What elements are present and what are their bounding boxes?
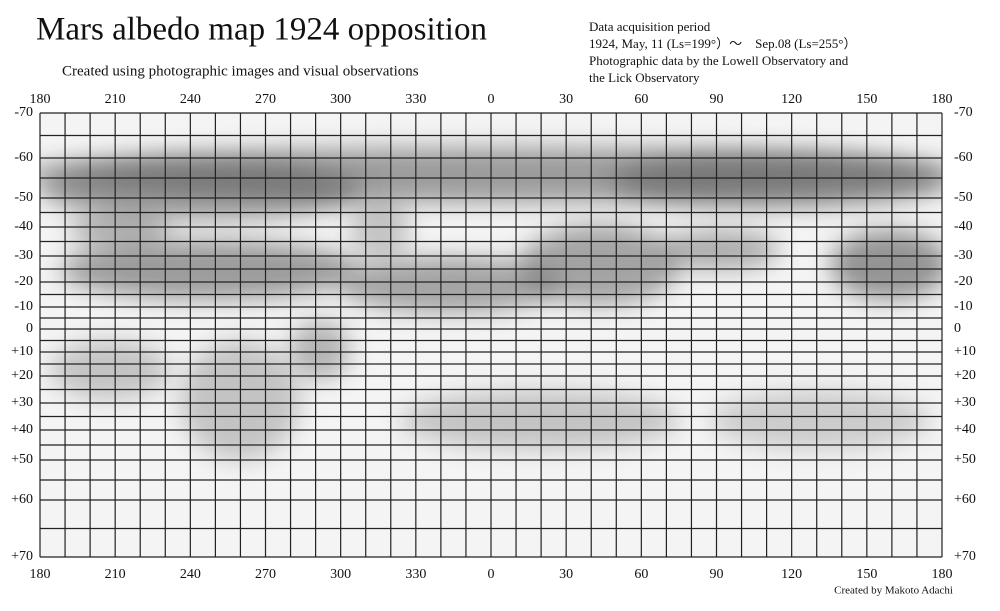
longitude-label: 150 [856, 92, 877, 107]
longitude-label: 300 [330, 567, 351, 582]
dark-region [520, 225, 680, 305]
axis-labels: 1801802102102402402702703003003303300030… [11, 92, 976, 582]
dark-region [340, 257, 560, 313]
latitude-label: +50 [954, 452, 976, 467]
dark-region [40, 160, 360, 220]
longitude-label: 120 [781, 92, 802, 107]
latitude-label: 0 [26, 321, 33, 336]
longitude-label: 240 [180, 92, 201, 107]
latitude-label: -10 [14, 299, 33, 314]
latitude-label: +40 [11, 422, 33, 437]
dark-region [660, 230, 780, 270]
latitude-label: +10 [11, 344, 33, 359]
latitude-label: +20 [11, 368, 33, 383]
longitude-label: 180 [932, 92, 953, 107]
subtitle: Created using photographic images and vi… [62, 63, 419, 79]
latitude-label: +30 [954, 395, 976, 410]
dark-region [60, 240, 360, 300]
longitude-label: 270 [255, 567, 276, 582]
dark-region [290, 320, 350, 380]
longitude-label: 180 [30, 567, 51, 582]
latitude-label: +70 [11, 549, 33, 564]
dark-region [830, 230, 942, 300]
info-line: Photographic data by the Lowell Observat… [589, 53, 849, 68]
longitude-label: 30 [559, 92, 573, 107]
latitude-label: -30 [14, 248, 33, 263]
longitude-label: 0 [488, 92, 495, 107]
latitude-label: +10 [954, 344, 976, 359]
latitude-label: -20 [954, 274, 973, 289]
latitude-label: -20 [14, 274, 33, 289]
longitude-label: 60 [634, 567, 648, 582]
longitude-label: 30 [559, 567, 573, 582]
longitude-label: 270 [255, 92, 276, 107]
latitude-label: -40 [954, 219, 973, 234]
latitude-label: +40 [954, 422, 976, 437]
info-line: the Lick Observatory [589, 70, 700, 85]
longitude-label: 0 [488, 567, 495, 582]
albedo-shading [40, 113, 942, 557]
longitude-label: 330 [405, 92, 426, 107]
longitude-label: 180 [30, 92, 51, 107]
title: Mars albedo map 1924 opposition [36, 12, 487, 48]
latitude-label: +50 [11, 452, 33, 467]
longitude-label: 60 [634, 92, 648, 107]
latitude-label: -50 [954, 190, 973, 205]
longitude-label: 300 [330, 92, 351, 107]
longitude-label: 240 [180, 567, 201, 582]
longitude-label: 210 [105, 567, 126, 582]
latitude-label: +60 [954, 492, 976, 507]
latitude-label: -10 [954, 299, 973, 314]
info-line: Data acquisition period [589, 19, 711, 34]
latitude-label: -50 [14, 190, 33, 205]
latitude-label: +30 [11, 395, 33, 410]
dark-region [350, 200, 410, 260]
longitude-label: 330 [405, 567, 426, 582]
latitude-label: +20 [954, 368, 976, 383]
latitude-label: -70 [954, 105, 973, 120]
dark-region [70, 210, 170, 250]
longitude-label: 180 [932, 567, 953, 582]
dark-region [710, 390, 930, 450]
dark-region [400, 390, 680, 450]
latitude-label: +70 [954, 549, 976, 564]
latitude-label: 0 [954, 321, 961, 336]
grid [39, 112, 943, 558]
latitude-label: -60 [14, 150, 33, 165]
latitude-label: -40 [14, 219, 33, 234]
longitude-label: 150 [856, 567, 877, 582]
latitude-label: -70 [14, 105, 33, 120]
latitude-label: +60 [11, 492, 33, 507]
dark-region [50, 340, 170, 400]
info-line: 1924, May, 11 (Ls=199°）～ Sep.08 (Ls=255°… [589, 36, 856, 51]
latitude-label: -30 [954, 248, 973, 263]
credit: Created by Makoto Adachi [834, 585, 953, 597]
longitude-label: 210 [105, 92, 126, 107]
longitude-label: 90 [710, 92, 724, 107]
latitude-label: -60 [954, 150, 973, 165]
dark-region [610, 152, 942, 208]
longitude-label: 90 [710, 567, 724, 582]
longitude-label: 120 [781, 567, 802, 582]
